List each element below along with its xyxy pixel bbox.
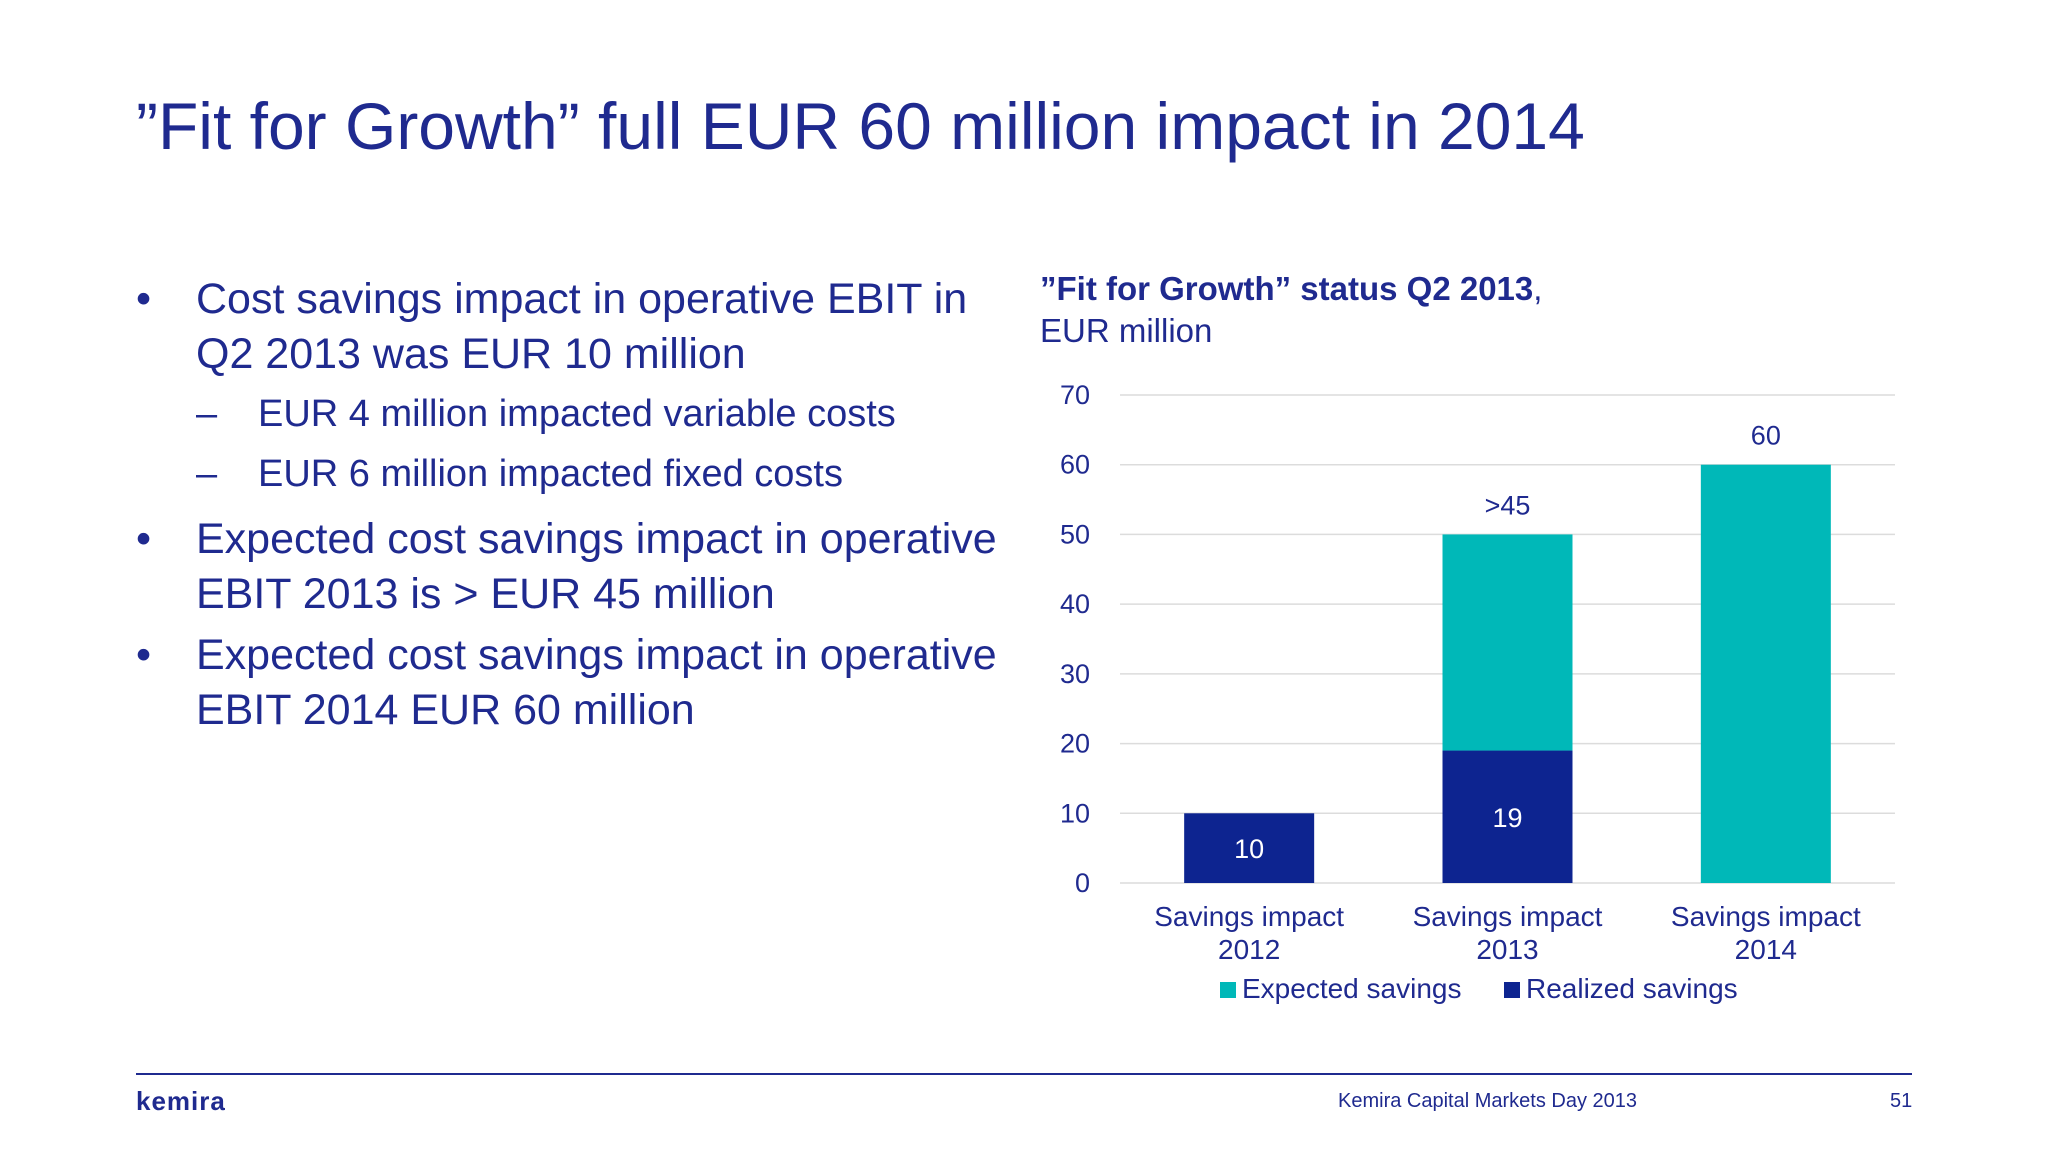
legend-label: Realized savings bbox=[1526, 973, 1738, 1004]
total-label: 60 bbox=[1751, 421, 1781, 451]
bar-segment bbox=[1442, 534, 1573, 751]
x-tick-label: 2014 bbox=[1735, 934, 1797, 965]
bullet-text: Expected cost savings impact in operativ… bbox=[196, 631, 997, 734]
total-label: >45 bbox=[1485, 490, 1531, 520]
sub-bullet-text: EUR 4 million impacted variable costs bbox=[258, 393, 896, 435]
bullet-marker: • bbox=[136, 631, 152, 679]
slide-title: ”Fit for Growth” full EUR 60 million imp… bbox=[136, 89, 1585, 163]
x-tick-label: Savings impact bbox=[1413, 901, 1603, 932]
chart-title: ”Fit for Growth” status Q2 2013, EUR mil… bbox=[1040, 268, 1542, 352]
bar-segment bbox=[1184, 813, 1315, 883]
chart-title-comma: , bbox=[1533, 270, 1543, 307]
legend-swatch bbox=[1220, 982, 1236, 998]
bullet-item: • Cost savings impact in operative EBIT … bbox=[136, 272, 1036, 382]
bullet-marker: • bbox=[136, 275, 152, 323]
bar-segment bbox=[1442, 750, 1573, 883]
chart-title-bold: ”Fit for Growth” status Q2 2013 bbox=[1040, 270, 1534, 307]
data-label: 19 bbox=[1492, 803, 1522, 833]
legend-swatch bbox=[1504, 982, 1520, 998]
x-tick-label: Savings impact bbox=[1671, 901, 1861, 932]
bullet-item: • Expected cost savings impact in operat… bbox=[136, 512, 1036, 622]
bullet-list: • Cost savings impact in operative EBIT … bbox=[136, 272, 1036, 744]
x-tick-label: 2012 bbox=[1218, 934, 1280, 965]
chart-unit-label: EUR million bbox=[1040, 312, 1213, 349]
y-tick-label: 40 bbox=[1060, 589, 1090, 619]
y-tick-label: 30 bbox=[1060, 659, 1090, 689]
y-tick-label: 60 bbox=[1060, 450, 1090, 480]
bullet-item: • Expected cost savings impact in operat… bbox=[136, 628, 1036, 738]
sub-bullet-marker: – bbox=[196, 393, 218, 435]
sub-bullet-item: – EUR 6 million impacted fixed costs bbox=[136, 452, 1036, 496]
kemira-logo: kemira bbox=[136, 1086, 226, 1116]
page-number: 51 bbox=[1890, 1090, 1913, 1112]
x-tick-label: Savings impact bbox=[1154, 901, 1344, 932]
bullet-text: Expected cost savings impact in operativ… bbox=[196, 515, 997, 618]
y-tick-label: 70 bbox=[1060, 380, 1090, 410]
sub-bullet-item: – EUR 4 million impacted variable costs bbox=[136, 392, 1036, 436]
bullet-text: Cost savings impact in operative EBIT in… bbox=[196, 275, 968, 378]
footer-divider bbox=[136, 1073, 1912, 1075]
y-tick-label: 10 bbox=[1060, 798, 1090, 828]
legend-label: Expected savings bbox=[1242, 973, 1461, 1004]
y-tick-label: 50 bbox=[1060, 519, 1090, 549]
bar-segment bbox=[1700, 464, 1831, 883]
sub-bullet-marker: – bbox=[196, 453, 218, 495]
y-tick-label: 20 bbox=[1060, 729, 1090, 759]
bullet-marker: • bbox=[136, 515, 152, 563]
data-label: 10 bbox=[1234, 834, 1264, 864]
y-tick-label: 0 bbox=[1075, 868, 1090, 898]
sub-bullet-text: EUR 6 million impacted fixed costs bbox=[258, 453, 843, 495]
x-tick-label: 2013 bbox=[1476, 934, 1538, 965]
footer-event: Kemira Capital Markets Day 2013 bbox=[1338, 1090, 1638, 1112]
